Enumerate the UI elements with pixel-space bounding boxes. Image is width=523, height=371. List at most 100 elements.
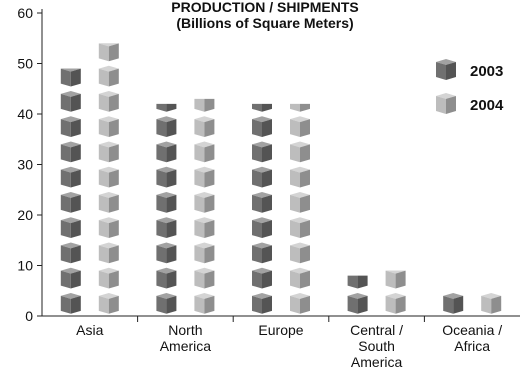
legend-item: 2004 <box>436 93 504 114</box>
chart-title: PRODUCTION / SHIPMENTS <box>171 0 358 15</box>
cube-icon <box>98 91 119 112</box>
cube-icon <box>194 267 215 289</box>
cube-icon <box>252 293 272 314</box>
x-axis: Asia North America Europe Central / South Amer… <box>42 315 520 370</box>
cube-icon <box>290 166 310 188</box>
x-tick-label: Asia <box>76 322 103 338</box>
bar-2003-2 <box>252 103 272 314</box>
partial-cube <box>194 98 215 112</box>
cube-icon <box>60 141 81 163</box>
cube-icon <box>98 116 119 137</box>
cube-icon <box>98 141 119 163</box>
cube-icon <box>60 166 81 188</box>
cube-icon <box>156 242 177 264</box>
bar-2004-2 <box>290 103 310 314</box>
bar-2003-3 <box>347 275 368 314</box>
cube-icon <box>98 242 119 264</box>
cube-icon <box>290 242 310 264</box>
partial-cube <box>347 275 368 289</box>
cube-icon <box>156 192 177 213</box>
cube-icon <box>98 217 119 238</box>
y-tick-label: 20 <box>17 207 33 223</box>
cube-icon <box>156 217 177 238</box>
cube-icon <box>194 217 215 238</box>
cube-icon <box>290 116 310 137</box>
bar-2003-0 <box>60 68 81 314</box>
cube-icon <box>252 192 272 213</box>
cube-icon <box>156 267 177 289</box>
cube-icon <box>98 192 119 213</box>
partial-cube <box>156 103 177 112</box>
cube-icon <box>252 116 272 137</box>
x-tick-label: North America <box>160 322 212 354</box>
cube-icon <box>60 267 81 289</box>
cube-icon <box>60 116 81 137</box>
cube-icon <box>347 293 368 314</box>
partial-cube <box>98 43 119 62</box>
cube-icon <box>252 166 272 188</box>
cube-icon <box>252 103 272 112</box>
cube-icon <box>156 293 177 314</box>
cube-icon <box>290 267 310 289</box>
bar-2004-1 <box>194 98 215 314</box>
bar-2004-4 <box>481 293 502 314</box>
cube-icon <box>252 242 272 264</box>
cube-icon <box>290 192 310 213</box>
y-tick-label: 40 <box>17 106 33 122</box>
x-tick-label: Central / South America <box>350 322 403 370</box>
cube-icon <box>252 217 272 238</box>
y-tick-label: 10 <box>17 258 33 274</box>
cube-icon <box>385 270 406 289</box>
cube-icon <box>194 98 215 112</box>
y-axis: 0 10 20 30 40 50 60 <box>17 5 43 324</box>
cube-icon <box>194 192 215 213</box>
cube-icon <box>60 192 81 213</box>
legend-item: 2003 <box>436 59 503 80</box>
legend-label: 2004 <box>470 97 504 114</box>
y-tick-label: 0 <box>25 308 33 324</box>
cube-icon <box>98 65 119 87</box>
partial-cube <box>60 68 81 87</box>
cube-icon <box>98 166 119 188</box>
cube-icon <box>385 293 406 314</box>
cube-icon <box>60 91 81 112</box>
cube-icon <box>290 293 310 314</box>
cube-icon <box>60 242 81 264</box>
cube-icon <box>98 43 119 62</box>
x-tick-label: Oceania / Africa <box>442 322 502 354</box>
cube-icon <box>194 242 215 264</box>
cube-icon <box>290 141 310 163</box>
cube-icon <box>436 59 456 80</box>
legend-label: 2003 <box>470 63 503 80</box>
bar-2004-0 <box>98 43 119 314</box>
cube-icon <box>290 103 310 112</box>
cube-icon <box>60 217 81 238</box>
cube-icon <box>156 103 177 112</box>
bar-2003-4 <box>443 293 464 314</box>
bar-2004-3 <box>385 270 406 314</box>
legend: 2003 2004 <box>436 59 504 114</box>
cube-icon <box>290 217 310 238</box>
cube-icon <box>60 68 81 87</box>
chart-subtitle: (Billions of Square Meters) <box>176 15 353 31</box>
cube-icon <box>194 116 215 137</box>
y-tick-label: 60 <box>17 5 33 21</box>
cube-icon <box>98 293 119 314</box>
cube-icon <box>60 293 81 314</box>
cube-icon <box>443 293 464 314</box>
cube-icon <box>252 267 272 289</box>
y-tick-label: 30 <box>17 157 33 173</box>
partial-cube <box>252 103 272 112</box>
cube-icon <box>194 166 215 188</box>
cube-icon <box>194 141 215 163</box>
cube-icon <box>194 293 215 314</box>
x-tick-label: Europe <box>258 322 303 338</box>
data-marks <box>60 43 502 314</box>
partial-cube <box>290 103 310 112</box>
cube-icon <box>347 275 368 289</box>
cube-icon <box>252 141 272 163</box>
cube-icon <box>156 141 177 163</box>
bar-2003-1 <box>156 103 177 314</box>
cube-icon <box>481 293 502 314</box>
